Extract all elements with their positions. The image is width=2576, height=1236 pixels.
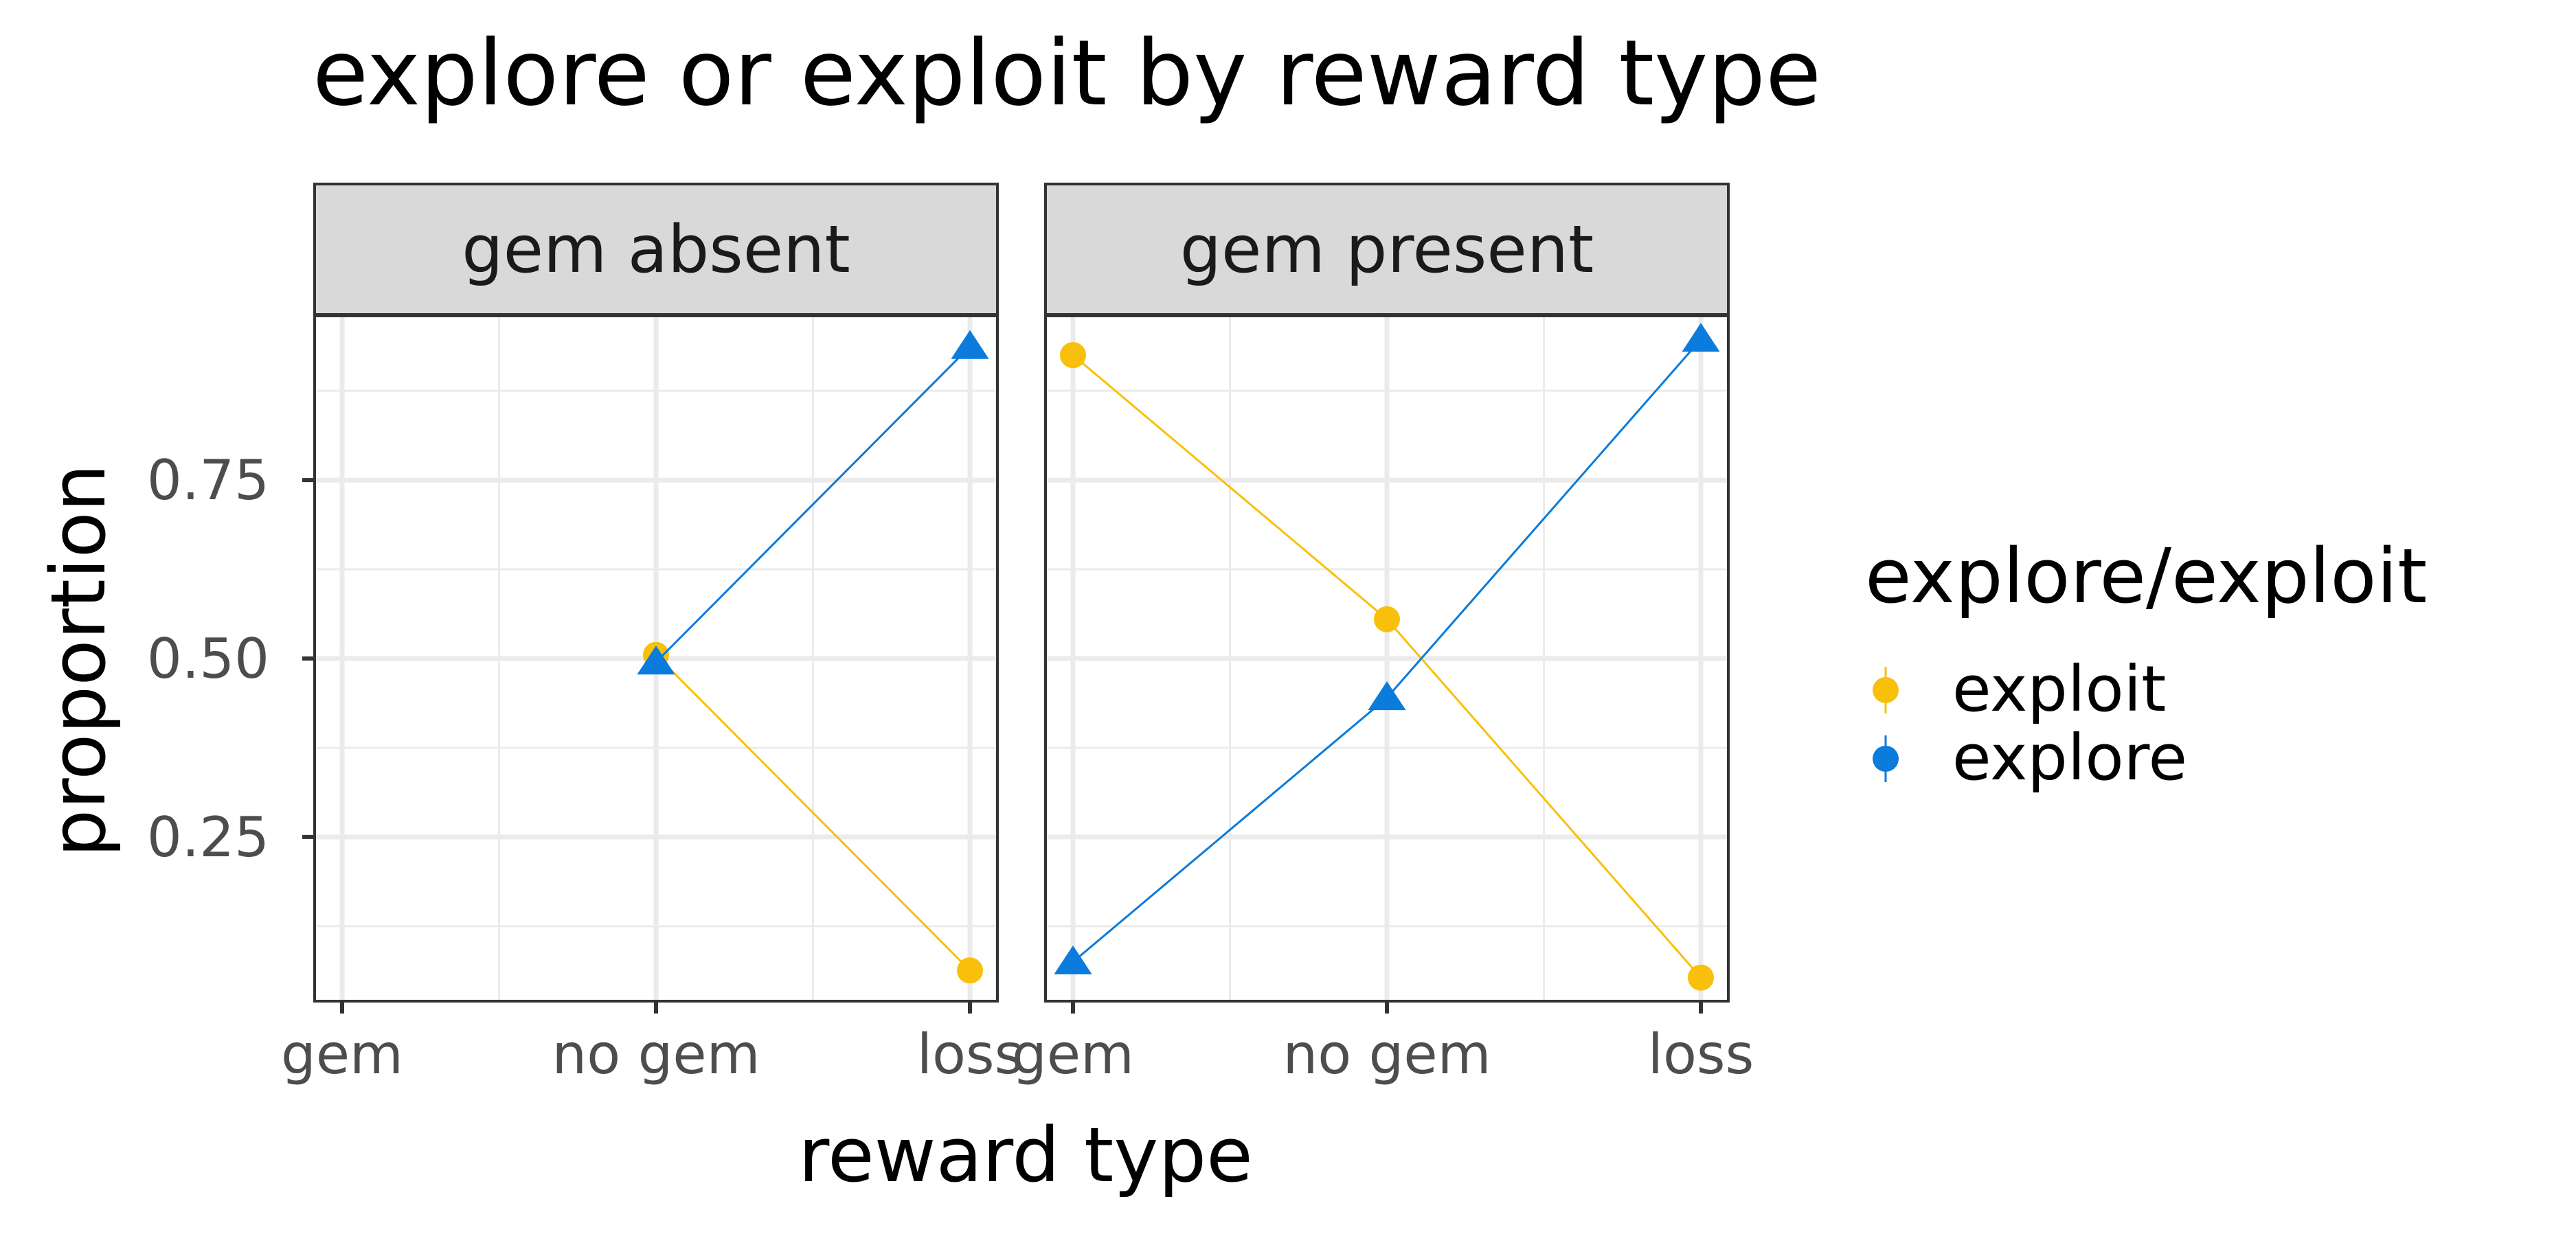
point-exploit xyxy=(1688,964,1714,991)
y-axis: 0.25 0.50 0.75 xyxy=(147,448,315,869)
point-exploit xyxy=(1374,606,1400,632)
series-line-explore xyxy=(655,345,971,663)
point-explore xyxy=(1054,945,1092,974)
x-tick-label: loss xyxy=(1648,1022,1754,1086)
legend-label: exploit xyxy=(1952,652,2166,726)
legend-entry-explore: explore xyxy=(1873,721,2187,794)
y-axis-label: proportion xyxy=(34,464,122,858)
x-tick-label: gem xyxy=(281,1022,403,1086)
panel-1: gem present gem no gem loss xyxy=(1012,183,1754,1086)
panels: gem absent gem no gem loss gem present gem no … xyxy=(281,183,1754,1086)
facet-strip xyxy=(313,183,999,316)
facet-label: gem present xyxy=(1180,212,1594,288)
x-tick-label: loss xyxy=(917,1022,1024,1086)
panel-0: gem absent gem no gem loss xyxy=(281,183,1024,1086)
facet-label: gem absent xyxy=(462,212,850,288)
point-explore xyxy=(951,330,989,359)
x-tick-label: no gem xyxy=(552,1022,760,1086)
legend-label: explore xyxy=(1952,721,2187,794)
legend-entry-exploit: exploit xyxy=(1873,652,2166,726)
point-explore xyxy=(1682,323,1720,352)
legend-key-point xyxy=(1873,746,1899,772)
series-line-exploit xyxy=(655,654,971,972)
legend-title: explore/exploit xyxy=(1865,532,2427,620)
x-axis-label: reward type xyxy=(798,1111,1253,1199)
point-explore xyxy=(637,645,675,675)
point-exploit xyxy=(957,957,983,984)
y-tick-label: 0.75 xyxy=(147,448,269,512)
point-explore xyxy=(1368,681,1406,711)
legend-key-point xyxy=(1873,677,1899,703)
chart-title: explore or exploit by reward type xyxy=(313,21,1821,126)
x-tick-label: no gem xyxy=(1283,1022,1491,1086)
y-tick-label: 0.25 xyxy=(147,805,269,869)
point-exploit xyxy=(1060,342,1086,369)
x-tick-label: gem xyxy=(1012,1022,1134,1086)
y-tick-label: 0.50 xyxy=(147,627,269,691)
